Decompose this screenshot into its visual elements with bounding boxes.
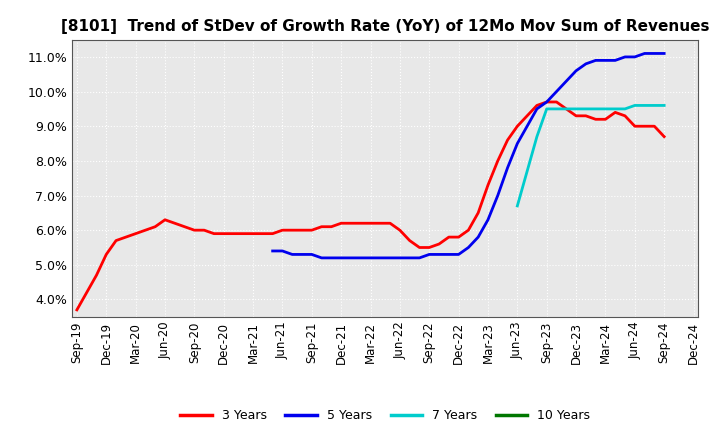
Legend: 3 Years, 5 Years, 7 Years, 10 Years: 3 Years, 5 Years, 7 Years, 10 Years <box>176 404 595 427</box>
Title: [8101]  Trend of StDev of Growth Rate (YoY) of 12Mo Mov Sum of Revenues: [8101] Trend of StDev of Growth Rate (Yo… <box>61 19 709 34</box>
